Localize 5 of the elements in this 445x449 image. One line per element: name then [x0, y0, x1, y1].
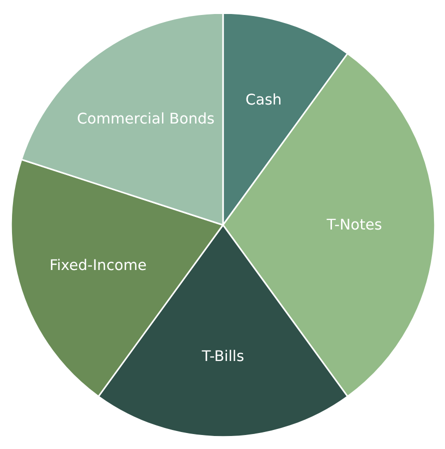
slice-label: T-Bills [200, 348, 244, 365]
slice-label: Cash [246, 92, 282, 109]
slice-label: T-Notes [326, 216, 382, 234]
slice-label: Commercial Bonds [76, 110, 215, 128]
slice-label: Fixed-Income [49, 257, 147, 274]
